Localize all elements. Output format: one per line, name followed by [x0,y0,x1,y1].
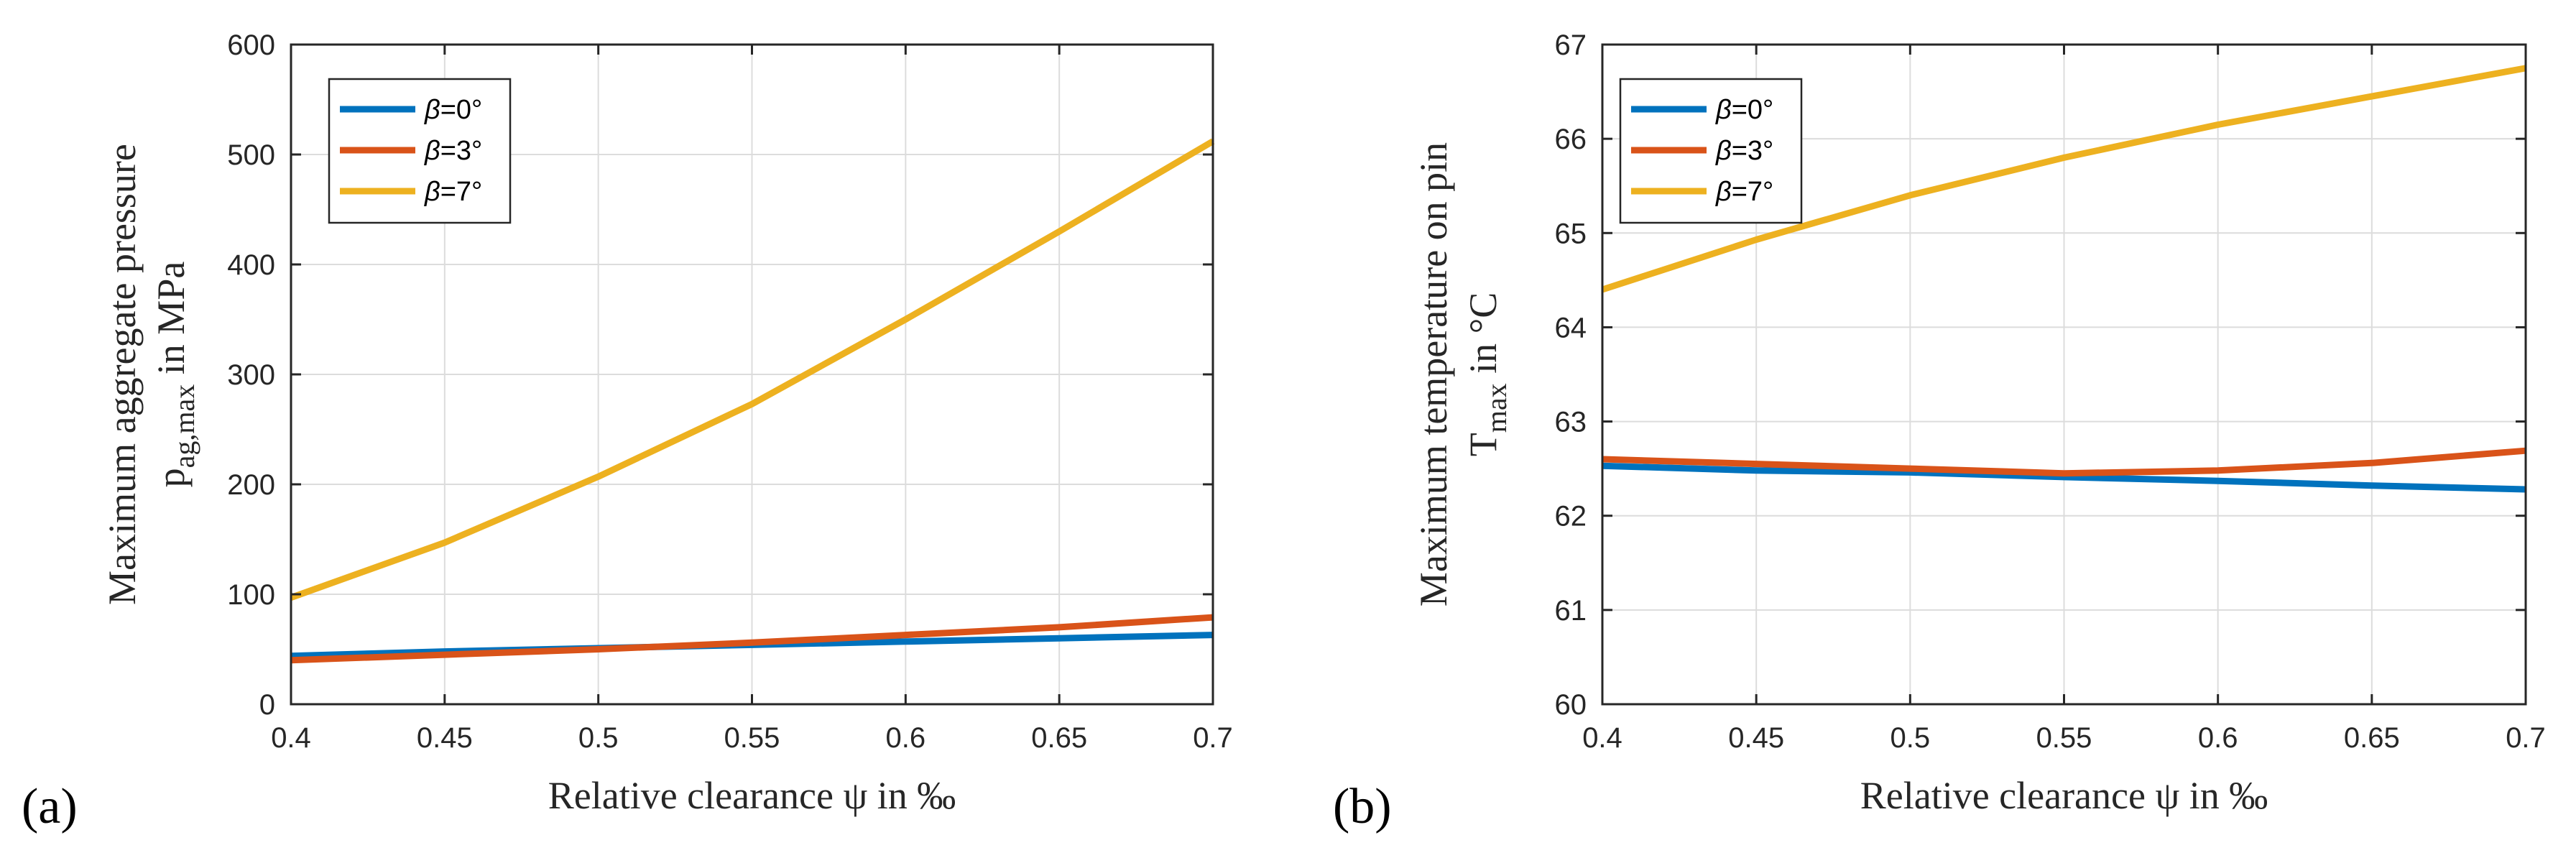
x-axis-label: Relative clearance ψ in ‰ [1860,774,2268,817]
x-axis-label: Relative clearance ψ in ‰ [548,774,956,817]
x-tick-label: 0.55 [724,722,780,754]
x-tick-label: 0.55 [2036,722,2092,754]
y-axis-label-line1: Maximum temperature on pin [1412,142,1455,606]
chart-panel-b: 0.4 0.45 0.5 0.55 0.6 0.65 0.7 60 61 62 63 64 65 66 67… [1333,29,2546,834]
series-line-3 [290,138,1215,601]
legend-label: β=3° [1715,136,1773,166]
x-tick-label: 0.6 [2198,722,2238,754]
x-tick-label: 0.6 [886,722,926,754]
y-tick-label: 67 [1555,29,1587,61]
y-tick-label: 400 [227,249,275,281]
y-tick-label: 62 [1555,501,1587,532]
panel-label: (a) [22,779,78,834]
x-tick-label: 0.5 [578,722,619,754]
series-line-2 [1602,447,2526,477]
chart-panel-a: 0.4 0.45 0.5 0.55 0.6 0.65 0.7 0 100 200 300 400 500… [22,29,1233,834]
y-tick-label: 600 [227,29,275,61]
legend-label: β=0° [424,95,482,125]
legend: β=0° β=3° β=7° [328,78,512,224]
legend-label: β=7° [1715,177,1773,207]
y-tick-label: 100 [227,579,275,611]
y-tick-label: 300 [227,359,275,391]
y-tick-label: 65 [1555,218,1587,249]
x-tick-label: 0.7 [1193,722,1233,754]
series-line-2 [290,614,1214,664]
y-tick-label: 66 [1555,124,1587,155]
legend-label: β=7° [424,177,482,207]
panel-label: (b) [1333,779,1392,834]
y-tick-label: 63 [1555,407,1587,438]
y-tick-label: 61 [1555,595,1587,627]
x-tick-label: 0.65 [2344,722,2400,754]
y-tick-label: 64 [1555,312,1587,343]
x-tick-label: 0.45 [417,722,473,754]
x-tick-label: 0.65 [1031,722,1087,754]
x-tick-label: 0.4 [271,722,311,754]
y-axis-label-line2: Tmax in °C [1462,292,1513,457]
y-tick-label: 60 [1555,689,1587,721]
x-tick-label: 0.4 [1582,722,1622,754]
y-axis-label-line2: pag,max in MPa [149,262,200,488]
y-tick-label: 200 [227,469,275,501]
y-tick-label: 500 [227,139,275,171]
x-tick-label: 0.7 [2506,722,2546,754]
legend-label: β=0° [1715,95,1773,125]
x-tick-label: 0.5 [1891,722,1931,754]
series-line-3 [1601,65,2526,293]
y-axis-label-line1: Maximum aggregate pressure [101,144,144,605]
legend: β=0° β=3° β=7° [1619,78,1803,224]
x-tick-label: 0.45 [1728,722,1784,754]
series-line-1 [1602,462,2526,493]
legend-label: β=3° [424,136,482,166]
y-tick-label: 0 [259,689,275,721]
